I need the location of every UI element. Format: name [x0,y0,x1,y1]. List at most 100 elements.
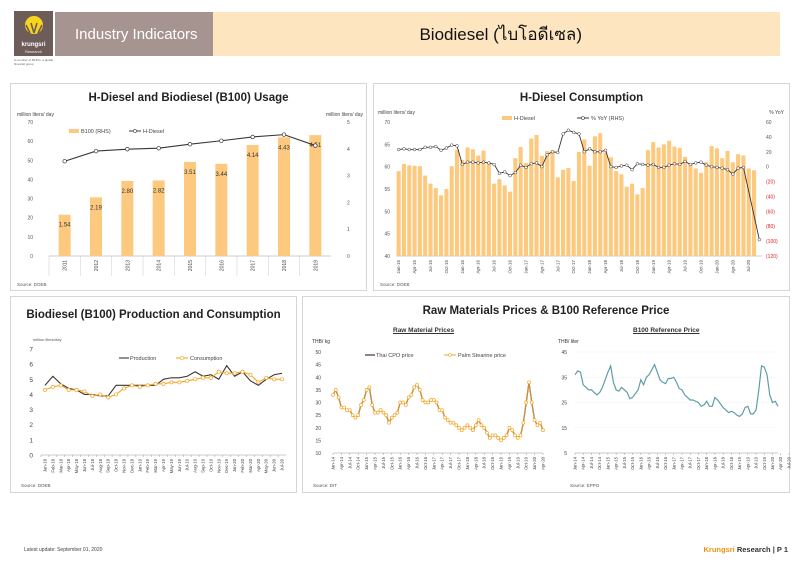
y-tick-right: (100) [766,239,778,245]
x-tick-label: Oct-14 [356,456,361,470]
bar [309,135,322,256]
x-tick-label: Jan-19 [499,456,504,470]
line-point [471,160,475,164]
x-tick-label: Jul-18 [90,458,95,470]
line-point [603,148,608,152]
line-point [619,164,624,168]
line-point [709,165,714,169]
x-tick-label: Jan-19 [737,456,742,470]
x-tick-label: Jul-15 [381,456,386,468]
bar [246,145,259,256]
footer-page: Research | P 1 [734,545,788,554]
line-point [625,163,629,167]
line-point [699,160,703,164]
x-tick-label: Jul-15 [622,456,627,468]
usage-title: H-Diesel and Biodiesel (B100) Usage [88,92,289,104]
line-point [201,375,205,380]
x-tick-label: Oct-18 [114,458,119,472]
bar [598,133,603,256]
bar [629,183,635,256]
x-tick-label: 2015 [188,260,194,271]
line-point [412,385,417,390]
x-tick-label: 2011 [63,260,69,271]
bar [523,163,529,256]
line-point [397,147,401,152]
bar [736,154,741,256]
bar [704,162,709,256]
x-tick-label: Apr-19 [507,456,512,470]
line-point [440,408,445,412]
consumption-chart: million liters/ day % YoY 40 45 50 55 60 65 70 (1… [378,110,785,274]
y-tick: 1 [29,437,33,444]
bar [714,148,719,256]
x-tick-label: Apr-18 [603,260,608,274]
bar [396,171,401,256]
y-tick: 4 [29,392,33,399]
line-point [145,383,150,388]
line-point [415,382,419,387]
bar [470,149,475,256]
bar [465,147,470,256]
x-tick-label: Oct-17 [571,260,576,274]
y-axis-label-right: % YoY [769,110,784,116]
line-point [577,132,581,136]
bar [651,142,656,256]
legend-label-consumption: Consumption [190,356,222,362]
line-point [630,167,634,172]
line-point [169,380,174,385]
x-tick-label: Jan-17 [431,456,436,470]
line-point [468,425,473,430]
footer-brand-name: Krungsri [703,545,735,554]
legend-swatch-b100 [69,129,79,133]
x-tick-label: Jan-16 [460,260,465,274]
line-point [492,162,496,167]
line-point [510,428,515,433]
line-point [566,128,571,132]
y-tick-right: 0 [766,165,769,171]
bar [624,186,629,256]
line-point [465,423,470,428]
x-tick-label: Oct-18 [490,456,495,470]
x-tick-label: Apr-16 [476,260,481,274]
line-point [454,423,459,428]
line-point [381,410,386,415]
bar [677,147,682,256]
line-point [609,165,613,169]
x-tick-label: Apr-18 [66,458,71,472]
line-point [582,150,586,154]
x-tick-label: 2017 [251,260,257,271]
bar [709,146,714,256]
line-point [122,386,126,391]
x-tick-label: Apr-20 [730,260,735,274]
line-point [651,162,655,167]
y-tick: 25 [315,413,321,419]
legend-marker-palm-stearine [448,353,452,357]
line-point [614,165,618,170]
legend-marker-hdiesel [133,129,137,133]
y-tick-left: 40 [27,177,33,183]
x-tick-label: Mar-20 [248,458,253,472]
y-tick-right: 0 [347,254,350,260]
bar [423,175,428,256]
x-tick-label: Apr-15 [614,456,619,470]
line-point [694,161,698,165]
y-tick: 45 [561,350,567,356]
bar [507,191,513,256]
line-point [545,153,549,157]
y-tick-right: (60) [766,209,775,215]
raw-materials-panel: Raw Materials Prices & B100 Reference Pr… [302,296,791,493]
line-point [725,167,730,172]
line-point [501,435,506,440]
bar-data-label: 3.51 [184,170,196,176]
bar-data-label: 2.80 [121,189,133,195]
bar-data-label: 1.54 [59,223,71,229]
x-tick-label: 2018 [282,260,288,271]
legend-label-b100: B100 (RHS) [81,129,111,135]
bar [401,163,407,256]
bar [688,163,693,256]
x-tick-label: Jan-17 [523,260,528,274]
b100-ref-source: Source: EPPO [570,483,600,488]
line-point [177,380,182,385]
x-tick-label: Jan-20 [532,456,537,470]
